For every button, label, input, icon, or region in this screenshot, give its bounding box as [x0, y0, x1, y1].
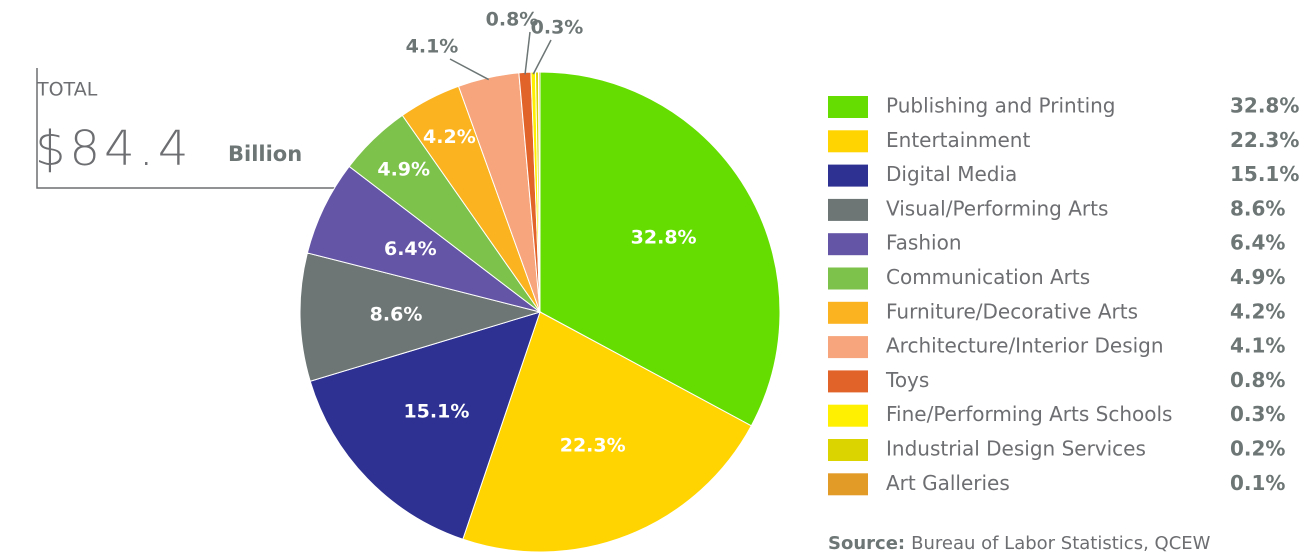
total-box: TOTAL $84.4 Billion — [35, 68, 335, 189]
legend-label: Digital Media — [886, 162, 1017, 186]
slice-label: 0.8% — [486, 9, 539, 31]
legend-label: Toys — [885, 368, 929, 392]
legend-value: 8.6% — [1230, 196, 1285, 220]
legend-label: Furniture/Decorative Arts — [886, 299, 1138, 323]
legend-swatch — [828, 96, 868, 118]
slice-label: 4.9% — [377, 159, 430, 181]
legend-swatch — [828, 267, 868, 290]
legend-label: Communication Arts — [886, 265, 1090, 289]
source: Source: Bureau of Labor Statistics, QCEW — [828, 533, 1211, 554]
source-text: Bureau of Labor Statistics, QCEW — [911, 533, 1211, 554]
source-label: Source: — [828, 533, 905, 554]
legend-value: 4.1% — [1230, 334, 1285, 358]
legend-label: Publishing and Printing — [886, 94, 1116, 118]
legend-swatch — [828, 336, 868, 359]
legend-swatch — [828, 473, 868, 496]
legend-swatch — [828, 301, 868, 324]
slice-label: 4.1% — [406, 36, 459, 58]
slice-label: 32.8% — [631, 227, 697, 249]
slice-label: 4.2% — [423, 126, 476, 148]
pie-slice — [539, 71, 781, 427]
legend-value: 4.2% — [1230, 299, 1285, 323]
legend-value: 0.8% — [1230, 368, 1285, 392]
legend-label: Fine/Performing Arts Schools — [886, 402, 1172, 426]
legend-value: 4.9% — [1230, 265, 1285, 289]
legend-swatch — [828, 370, 868, 393]
slice-label: 15.1% — [403, 401, 469, 423]
legend-value: 32.8% — [1230, 94, 1299, 118]
legend-swatch — [828, 164, 868, 187]
legend-value: 0.1% — [1230, 471, 1285, 495]
total-value: $84.4 — [35, 121, 192, 177]
legend-swatch — [828, 233, 868, 256]
legend-swatch — [828, 404, 868, 427]
legend-value: 0.3% — [1230, 402, 1285, 426]
legend-label: Industrial Design Services — [886, 437, 1146, 461]
legend-label: Visual/Performing Arts — [886, 196, 1108, 220]
pie-slice — [537, 71, 541, 313]
leader-line — [449, 58, 490, 81]
legend-swatch — [828, 439, 868, 461]
pie-slice — [299, 252, 542, 382]
slice-label: 0.3% — [531, 17, 584, 39]
legend-swatch — [828, 130, 868, 153]
legend-label: Fashion — [886, 231, 962, 255]
leader-line — [524, 31, 531, 75]
legend-label: Art Galleries — [886, 471, 1010, 495]
total-unit: Billion — [228, 142, 302, 166]
slice-label: 8.6% — [370, 304, 423, 326]
legend-value: 6.4% — [1230, 231, 1285, 255]
pie-slice — [309, 311, 541, 540]
total-frame — [36, 68, 335, 189]
legend-value: 0.2% — [1230, 437, 1285, 461]
total-label: TOTAL — [36, 79, 98, 101]
legend-value: 15.1% — [1230, 162, 1299, 186]
legend-value: 22.3% — [1230, 128, 1299, 152]
leader-line — [532, 39, 552, 75]
slice-label: 22.3% — [560, 435, 626, 457]
legend-label: Entertainment — [886, 128, 1030, 152]
legend-swatch — [828, 198, 868, 221]
slice-label: 6.4% — [384, 238, 437, 260]
legend-label: Architecture/Interior Design — [886, 334, 1164, 358]
pie-slice — [462, 311, 752, 553]
